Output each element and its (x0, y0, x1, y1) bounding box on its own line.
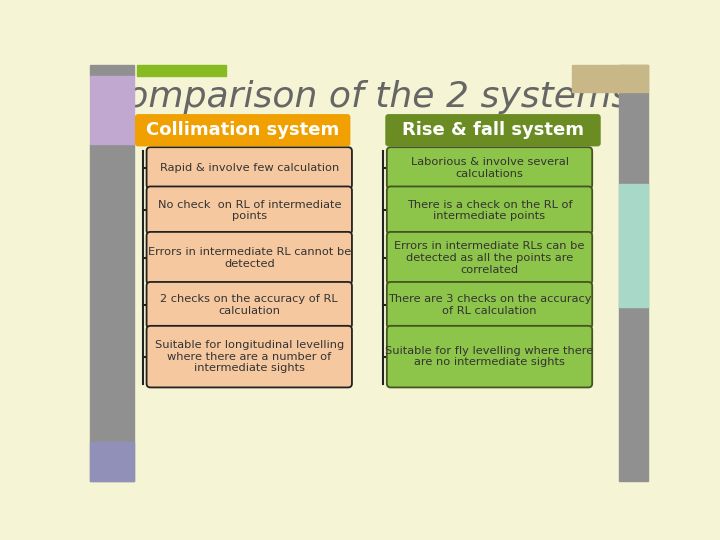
FancyBboxPatch shape (387, 186, 593, 234)
Text: There is a check on the RL of
intermediate points: There is a check on the RL of intermedia… (407, 200, 572, 221)
FancyBboxPatch shape (147, 282, 352, 328)
FancyBboxPatch shape (147, 186, 352, 234)
FancyBboxPatch shape (147, 232, 352, 284)
Bar (90, 144, 134, 481)
FancyBboxPatch shape (147, 147, 352, 189)
Text: Rise & fall system: Rise & fall system (402, 122, 584, 139)
FancyBboxPatch shape (147, 326, 352, 387)
FancyBboxPatch shape (387, 232, 593, 284)
Text: 2 checks on the accuracy of RL
calculation: 2 checks on the accuracy of RL calculati… (161, 294, 338, 316)
Text: Rapid & involve few calculation: Rapid & involve few calculation (160, 163, 339, 173)
Bar (137, 65, 225, 76)
Bar (90, 65, 134, 76)
Text: Errors in intermediate RLs can be
detected as all the points are
correlated: Errors in intermediate RLs can be detect… (395, 241, 585, 275)
Bar (90, 76, 134, 144)
Text: Collimation system: Collimation system (146, 122, 339, 139)
FancyBboxPatch shape (387, 147, 593, 189)
Text: No check  on RL of intermediate
points: No check on RL of intermediate points (158, 200, 341, 221)
Bar (618, 184, 648, 307)
Bar (90, 442, 134, 481)
Text: Suitable for longitudinal levelling
where there are a number of
intermediate sig: Suitable for longitudinal levelling wher… (155, 340, 344, 373)
Text: There are 3 checks on the accuracy
of RL calculation: There are 3 checks on the accuracy of RL… (388, 294, 591, 316)
Bar (618, 65, 648, 481)
FancyBboxPatch shape (135, 114, 351, 146)
FancyBboxPatch shape (387, 282, 593, 328)
Text: Laborious & involve several
calculations: Laborious & involve several calculations (410, 157, 569, 179)
Text: Comparison of the 2 systems: Comparison of the 2 systems (101, 80, 630, 114)
Text: Suitable for fly levelling where there
are no intermediate sights: Suitable for fly levelling where there a… (385, 346, 593, 367)
Bar (572, 65, 648, 92)
FancyBboxPatch shape (387, 326, 593, 387)
Text: Errors in intermediate RL cannot be
detected: Errors in intermediate RL cannot be dete… (148, 247, 351, 269)
FancyBboxPatch shape (385, 114, 600, 146)
